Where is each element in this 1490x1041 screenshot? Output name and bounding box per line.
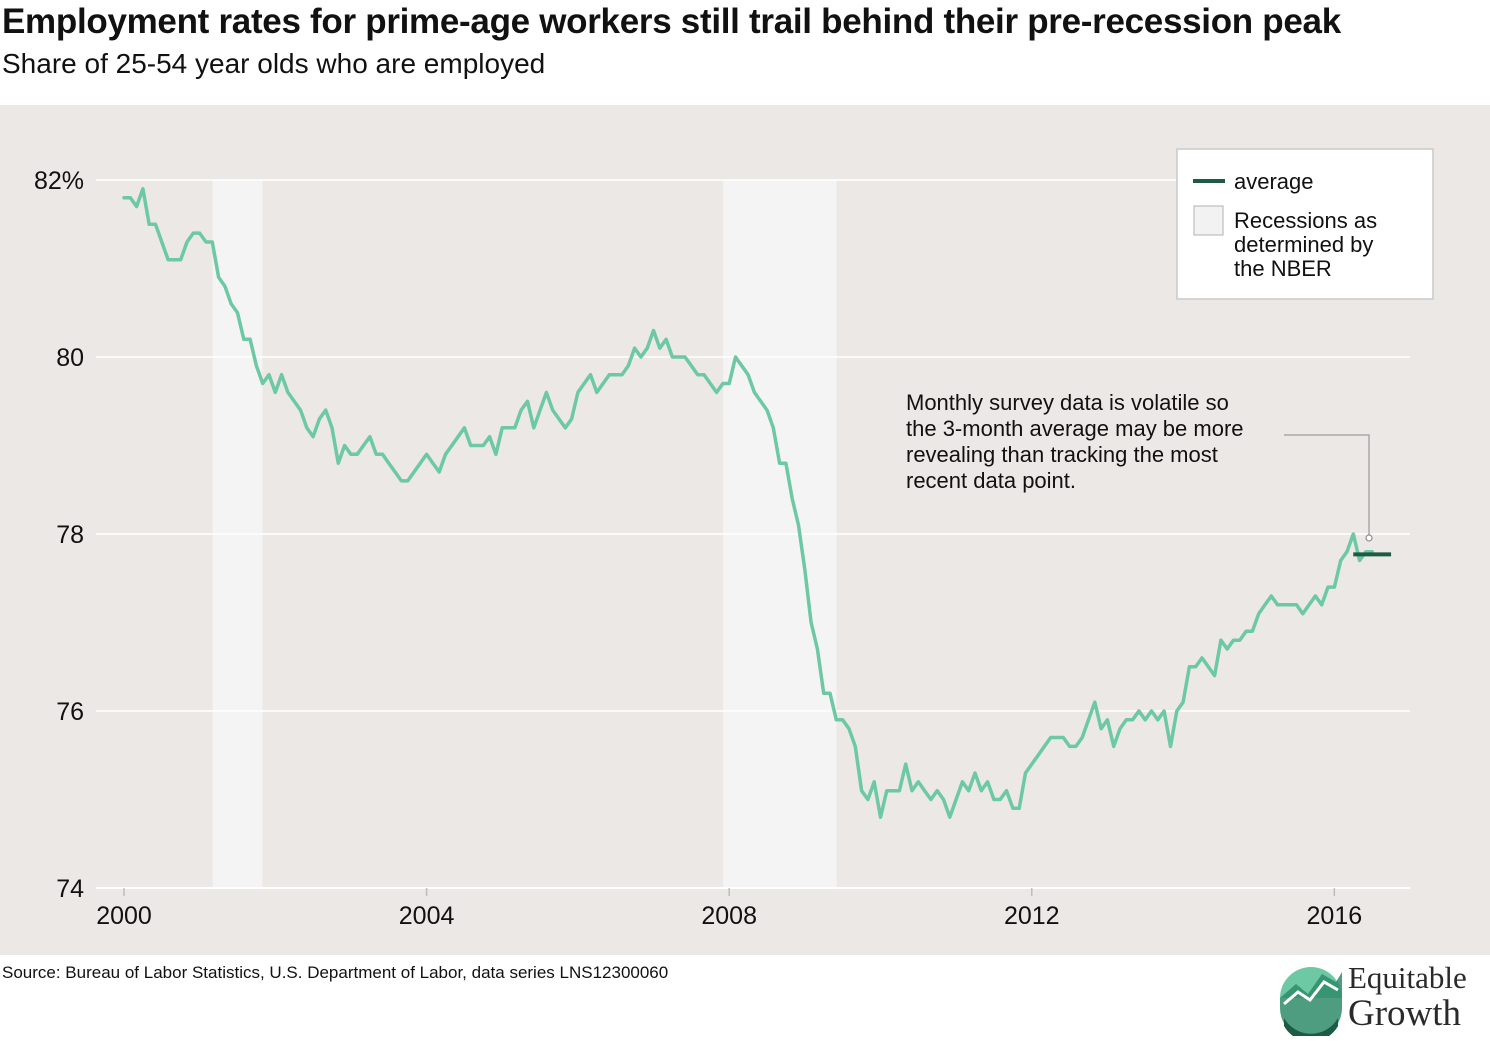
annotation-line-4: recent data point. (906, 468, 1076, 493)
y-axis: 74 76 78 80 82% (34, 167, 84, 903)
legend-recession-swatch (1193, 205, 1224, 236)
legend-recession-label-1: Recessions as (1234, 208, 1377, 233)
series-line-1 (122, 187, 1374, 819)
chart-title: Employment rates for prime-age workers s… (2, 2, 1341, 41)
legend-recession-label-2: determined by (1234, 232, 1373, 257)
logo-word-1: Equitable (1348, 960, 1467, 995)
legend-recession-label-3: the NBER (1234, 256, 1332, 281)
y-tick-label: 82% (34, 167, 84, 195)
source-note: Source: Bureau of Labor Statistics, U.S.… (2, 963, 669, 982)
x-tick-label: 2012 (1004, 902, 1060, 930)
legend-average-swatch (1193, 179, 1225, 183)
x-tick-label: 2008 (701, 902, 757, 930)
employment-line-chart: 2000 2004 2008 2012 2016 74 76 78 80 82% Monthly… (34, 148, 1434, 930)
y-tick-label: 76 (56, 698, 84, 726)
legend-average-label: average (1234, 169, 1314, 194)
legend: average Recessions as determined by the … (1176, 148, 1434, 300)
x-tick-label: 2000 (96, 902, 152, 930)
chart-subtitle: Share of 25-54 year olds who are employe… (2, 48, 546, 79)
y-tick-label: 78 (56, 521, 84, 549)
x-tick-label: 2016 (1307, 902, 1363, 930)
equitable-growth-logo: Equitable Growth (1278, 960, 1490, 1041)
annotation: Monthly survey data is volatile so the 3… (906, 390, 1373, 542)
x-axis: 2000 2004 2008 2012 2016 (96, 887, 1410, 930)
logo-mark-icon (1280, 967, 1342, 1041)
x-tick-label: 2004 (399, 902, 455, 930)
y-tick-label: 74 (56, 875, 84, 903)
annotation-line-3: revealing than tracking the most (906, 442, 1218, 467)
annotation-leader-dot (1365, 534, 1373, 542)
y-tick-label: 80 (56, 344, 84, 372)
logo-word-2: Growth (1348, 993, 1462, 1034)
annotation-line-2: the 3-month average may be more (906, 416, 1244, 441)
series-layer (122, 187, 1392, 819)
annotation-line-1: Monthly survey data is volatile so (906, 390, 1229, 415)
annotation-leader-line (1284, 434, 1370, 535)
